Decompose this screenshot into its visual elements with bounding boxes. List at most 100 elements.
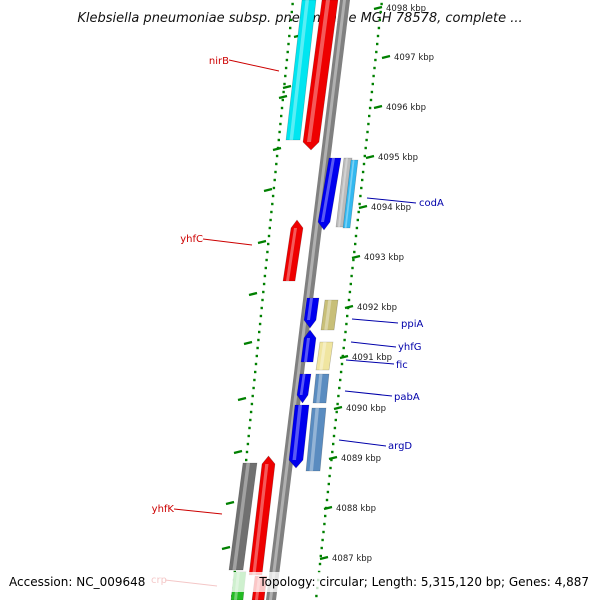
ruler-right-dot bbox=[339, 370, 343, 374]
leader-line-left bbox=[202, 238, 253, 246]
ruler-label: 4098 kbp bbox=[386, 4, 426, 14]
ruler-left-dot bbox=[245, 458, 248, 462]
yhfC-red-shine bbox=[286, 228, 297, 281]
ruler-right-dot bbox=[377, 26, 381, 30]
ruler-label: 4095 kbp bbox=[378, 153, 418, 163]
ruler-tick bbox=[339, 354, 349, 360]
ruler-label: 4094 kbp bbox=[371, 203, 411, 213]
ruler-right-dot bbox=[351, 266, 354, 270]
ruler-tick bbox=[381, 54, 391, 60]
codA-blue-shine bbox=[321, 158, 335, 222]
ruler-left-dot bbox=[258, 330, 261, 334]
ruler-tick bbox=[248, 291, 258, 297]
ruler-right-dot bbox=[332, 434, 336, 438]
ruler-right-dot bbox=[372, 74, 375, 78]
ruler-right-dot bbox=[348, 290, 352, 294]
pabA-steel-shine bbox=[316, 374, 323, 403]
ruler-left-dot bbox=[267, 242, 270, 246]
ruler-left-dot bbox=[262, 282, 266, 286]
ruler-tick bbox=[323, 505, 333, 511]
ruler-right-dot bbox=[341, 354, 344, 358]
ruler-right-dot bbox=[365, 138, 368, 142]
ruler-right-dot bbox=[344, 330, 347, 334]
nirB-red-gene bbox=[302, 0, 339, 151]
ruler-left-dot bbox=[275, 162, 278, 166]
ruler-tick bbox=[319, 555, 329, 561]
yhfC-red-arrow bbox=[282, 219, 304, 282]
ruler-right-dot bbox=[336, 402, 339, 406]
ruler-left-dot bbox=[279, 122, 282, 126]
ruler-left-dot bbox=[258, 322, 262, 326]
ruler-right-dot bbox=[368, 114, 371, 118]
argD-steel-arrow bbox=[305, 407, 327, 472]
ruler-left-dot bbox=[281, 98, 284, 102]
ruler-left-dot bbox=[245, 450, 249, 454]
ruler-left-dot bbox=[263, 274, 267, 278]
pabA-blue-arrow bbox=[296, 373, 312, 404]
ruler-label: 4093 kbp bbox=[364, 253, 404, 263]
ruler-tick bbox=[333, 405, 343, 411]
pabA-steel-gene bbox=[312, 373, 330, 404]
ruler-right-dot bbox=[340, 362, 344, 366]
ruler-right-dot bbox=[350, 274, 353, 278]
fic-khaki-shine bbox=[319, 342, 327, 370]
ruler-tick bbox=[233, 449, 243, 455]
ruler-left-dot bbox=[254, 370, 257, 374]
ruler-left-dot bbox=[280, 106, 284, 110]
ruler-right-dot bbox=[357, 210, 360, 214]
genome-summary-text: Topology: circular; Length: 5,315,120 bp… bbox=[259, 575, 589, 589]
ruler-left-dot bbox=[274, 170, 277, 174]
ruler-left-dot bbox=[270, 210, 273, 214]
ruler-right-dot bbox=[379, 10, 382, 14]
gene-label-yhfG: yhfG bbox=[398, 342, 422, 353]
ruler-right-dot bbox=[375, 50, 378, 54]
ruler-left-dot bbox=[288, 34, 291, 38]
ruler-right-dot bbox=[359, 194, 362, 198]
ruler-ticks bbox=[221, 5, 391, 561]
argD-steel-shine bbox=[309, 408, 319, 471]
ppiA-tan-shine bbox=[324, 300, 332, 330]
ppiA-blue-shine bbox=[307, 298, 313, 320]
argD-blue-arrow bbox=[288, 404, 310, 469]
nirB-cyan-gene bbox=[285, 0, 317, 141]
ruler-right-dot bbox=[323, 522, 326, 526]
ruler-right-dot bbox=[319, 554, 322, 558]
codA-grey-shine bbox=[338, 158, 348, 227]
ruler-right-dot bbox=[364, 146, 367, 150]
ruler-right-dot bbox=[376, 42, 379, 46]
yhfG-blue-gene bbox=[300, 329, 317, 363]
ruler-left-dot bbox=[271, 202, 274, 206]
ruler-right-dot bbox=[318, 562, 322, 566]
leader-line-right bbox=[338, 439, 387, 447]
ruler-right-dot bbox=[352, 258, 355, 262]
ruler-right-dot bbox=[362, 162, 366, 166]
ruler-right-dot bbox=[324, 514, 327, 518]
ruler-right-dot bbox=[354, 242, 357, 246]
leader-line-right bbox=[345, 359, 395, 365]
gene-labels: nirByhfCyhfKcrpcodAppiAyhfGficpabAargD bbox=[151, 56, 444, 586]
codA-sky-gene bbox=[342, 159, 359, 229]
ruler-left-dot bbox=[250, 402, 254, 406]
ruler-left-dot bbox=[287, 42, 290, 46]
leader-line-left bbox=[228, 59, 280, 72]
ruler-tick bbox=[373, 104, 383, 110]
ruler-label: 4091 kbp bbox=[352, 353, 392, 363]
ruler-right-dot bbox=[380, 2, 383, 6]
yhfK-grey-shine bbox=[232, 463, 250, 570]
ruler-right-dot bbox=[320, 546, 323, 550]
ruler-right-dot bbox=[374, 58, 377, 62]
ruler-left-dot bbox=[264, 266, 267, 270]
nirB-cyan-shine bbox=[289, 0, 309, 140]
ruler-right-dot bbox=[370, 90, 374, 94]
codA-blue-gene bbox=[317, 157, 342, 231]
ruler-right-dot bbox=[367, 122, 370, 126]
ruler-right-dot bbox=[358, 202, 361, 206]
ruler-right-dot bbox=[332, 442, 335, 446]
ruler-left-dot bbox=[256, 346, 259, 350]
ruler-right-dot bbox=[342, 346, 345, 350]
ruler-tick bbox=[373, 5, 383, 11]
ruler-right-dot bbox=[373, 66, 376, 70]
ruler-right-dot bbox=[363, 154, 366, 158]
ruler-right-dot bbox=[356, 218, 359, 222]
